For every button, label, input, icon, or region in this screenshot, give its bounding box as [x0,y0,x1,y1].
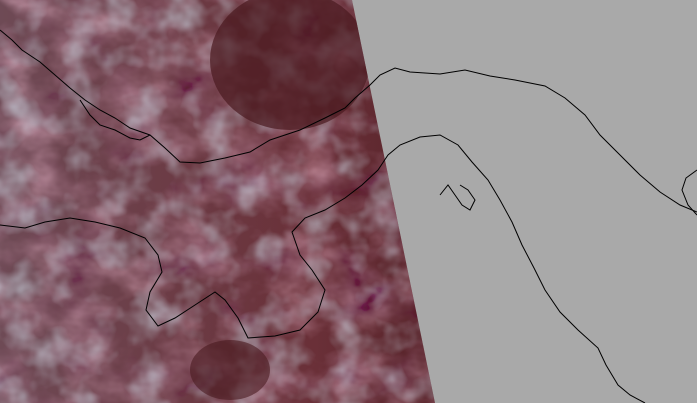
coastline-north [0,29,697,213]
coastline-island [439,184,476,211]
coastline-south [0,134,646,403]
coastline-east [681,169,697,216]
coastlines [0,29,697,403]
coastline-bay [79,99,151,141]
